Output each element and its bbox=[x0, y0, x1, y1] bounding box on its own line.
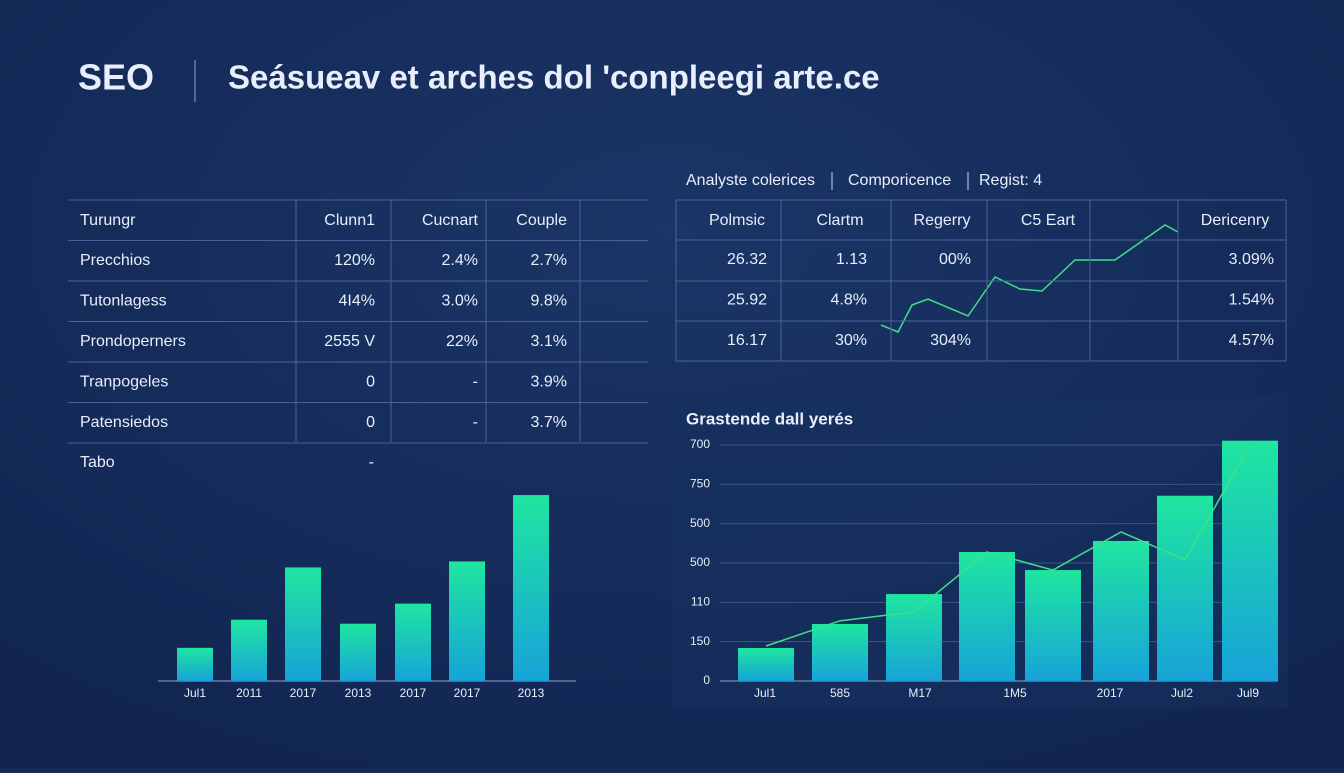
x-tick-label: Jul1 bbox=[184, 686, 206, 700]
table-cell: 3.9% bbox=[531, 374, 567, 391]
table-cell: 00% bbox=[939, 251, 971, 268]
y-tick-label: 700 bbox=[690, 437, 710, 451]
x-tick-label: 2017 bbox=[400, 686, 427, 700]
x-tick-label: Jul9 bbox=[1237, 686, 1259, 700]
bar bbox=[177, 647, 213, 681]
x-tick-label: 2017 bbox=[454, 686, 481, 700]
table-header: C5 Eart bbox=[1021, 212, 1076, 229]
y-tick-label: 0 bbox=[703, 673, 710, 687]
table-cell: Tranpogeles bbox=[80, 374, 168, 391]
y-tick-label: 750 bbox=[690, 477, 710, 491]
bar bbox=[1025, 570, 1081, 681]
table-cell: 120% bbox=[334, 252, 375, 269]
x-tick-label: 2017 bbox=[290, 686, 317, 700]
bar bbox=[959, 551, 1015, 681]
table-cell: 0 bbox=[366, 374, 375, 391]
caption: Regist: 4 bbox=[979, 172, 1042, 189]
y-tick-label: 150 bbox=[690, 634, 710, 648]
bar bbox=[1093, 540, 1149, 681]
bar bbox=[886, 594, 942, 681]
x-tick-label: 585 bbox=[830, 686, 850, 700]
table-cell: 26.32 bbox=[727, 251, 767, 268]
table-header: Clunn1 bbox=[324, 212, 375, 229]
bar bbox=[340, 623, 376, 681]
table-cell: 2.4% bbox=[442, 252, 478, 269]
y-tick-label: 500 bbox=[690, 555, 710, 569]
table-header: Cucnart bbox=[422, 212, 479, 229]
table-cell: 1.54% bbox=[1229, 292, 1274, 309]
table-cell: - bbox=[369, 454, 374, 471]
table-cell: Precchios bbox=[80, 252, 150, 269]
bar bbox=[812, 623, 868, 681]
logo: SEO bbox=[78, 57, 154, 98]
table-cell: Tutonlagess bbox=[80, 293, 167, 310]
x-tick-label: Jul1 bbox=[754, 686, 776, 700]
bar bbox=[395, 603, 431, 681]
bar bbox=[513, 495, 549, 681]
caption: Analyste colerices bbox=[686, 172, 815, 189]
table-cell: 9.8% bbox=[531, 293, 567, 310]
x-tick-label: M17 bbox=[908, 686, 932, 700]
bar bbox=[285, 567, 321, 681]
table-cell: 16.17 bbox=[727, 332, 767, 349]
table-cell: 2.7% bbox=[531, 252, 567, 269]
table-cell: Patensiedos bbox=[80, 414, 168, 431]
x-tick-label: 2013 bbox=[518, 686, 545, 700]
table-cell: 1.13 bbox=[836, 251, 867, 268]
trend-line bbox=[880, 224, 1179, 333]
caption: Comporicence bbox=[848, 172, 951, 189]
table-cell: 30% bbox=[835, 332, 867, 349]
y-tick-label: 500 bbox=[690, 516, 710, 530]
x-tick-label: 2017 bbox=[1097, 686, 1124, 700]
bar bbox=[231, 619, 267, 681]
y-tick-label: 110 bbox=[691, 595, 710, 609]
page-title: Seásueav et arches dol 'conpleegi arte.c… bbox=[228, 59, 880, 96]
table-cell: 22% bbox=[446, 333, 478, 350]
line bbox=[765, 444, 1251, 647]
table-cell: 304% bbox=[930, 332, 971, 349]
chart-title: Grastende dall yerés bbox=[686, 409, 853, 428]
table-cell: - bbox=[473, 414, 478, 431]
table-header: Polmsic bbox=[709, 212, 765, 229]
table-header: Clartm bbox=[816, 212, 863, 229]
table-cell: 3.09% bbox=[1229, 251, 1274, 268]
table-header: Couple bbox=[516, 212, 567, 229]
table-cell: 3.7% bbox=[531, 414, 567, 431]
table-cell: - bbox=[473, 374, 478, 391]
table-cell: Tabo bbox=[80, 454, 115, 471]
table-cell: 4I4% bbox=[339, 293, 375, 310]
bar bbox=[738, 647, 794, 681]
table-cell: Prondoperners bbox=[80, 333, 186, 350]
table-header: Turungr bbox=[80, 212, 136, 229]
x-tick-label: 2013 bbox=[345, 686, 372, 700]
bar bbox=[1222, 440, 1278, 681]
table-cell: 3.0% bbox=[442, 293, 478, 310]
x-tick-label: 1M5 bbox=[1003, 686, 1027, 700]
table-header: Regerry bbox=[914, 212, 971, 229]
x-tick-label: 2011 bbox=[236, 686, 262, 700]
bar bbox=[449, 561, 485, 681]
bar bbox=[1157, 495, 1213, 681]
table-cell: 3.1% bbox=[531, 333, 567, 350]
table-cell: 4.57% bbox=[1229, 332, 1274, 349]
table-cell: 2555 V bbox=[324, 333, 375, 350]
table-cell: 4.8% bbox=[831, 292, 867, 309]
table-cell: 25.92 bbox=[727, 292, 767, 309]
table-cell: 0 bbox=[366, 414, 375, 431]
table-header: Dericenry bbox=[1201, 212, 1269, 229]
x-tick-label: Jul2 bbox=[1171, 686, 1193, 700]
